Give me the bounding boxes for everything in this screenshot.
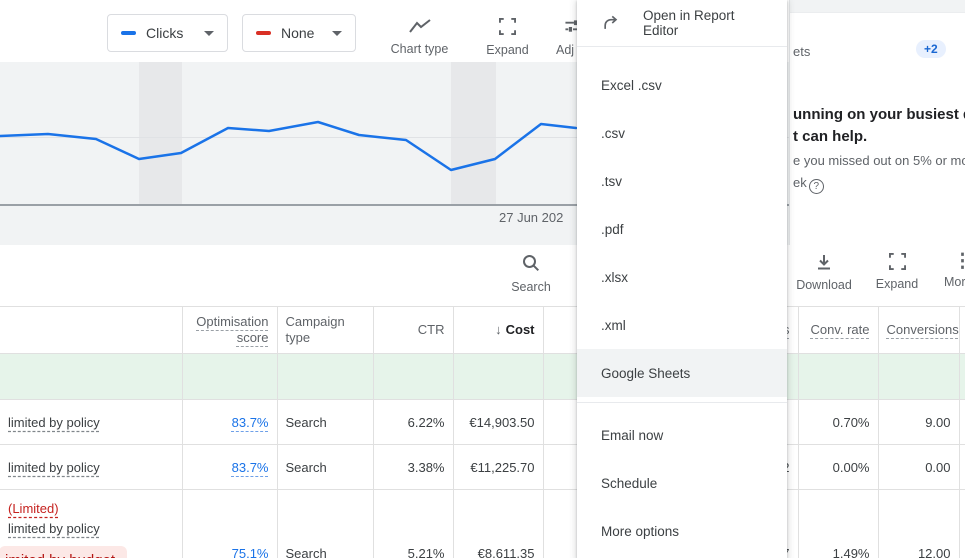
card-headline-line2: t can help. <box>793 128 867 145</box>
menu-item-more-options[interactable]: More options <box>577 507 787 555</box>
header-ctr[interactable]: CTR <box>373 307 453 354</box>
menu-item-csv[interactable]: .csv <box>577 109 787 157</box>
campaigns-table: Optimisation score Campaign type CTR ↓Co… <box>0 306 965 558</box>
chart-expand-label: Expand <box>486 43 528 57</box>
conv-rate-cell: 0.70% <box>798 400 878 445</box>
ctr-cell: 5.21% <box>373 490 453 558</box>
chart-expand-button[interactable]: Expand <box>477 18 538 57</box>
expand-icon <box>889 253 906 270</box>
header-campaign <box>0 307 182 354</box>
policy-status-text[interactable]: limited by policy <box>8 460 100 475</box>
table-expand-label: Expand <box>876 277 918 291</box>
expand-icon <box>499 18 516 35</box>
search-icon <box>521 253 541 273</box>
header-cost-sorted[interactable]: ↓Cost <box>453 307 543 354</box>
header-next-column-sliver <box>959 307 965 354</box>
adjust-label: Adj <box>550 43 574 57</box>
conv-rate-cell: 0.00% <box>798 445 878 490</box>
metric-1-color-swatch <box>121 31 136 35</box>
chevron-down-icon <box>204 31 214 36</box>
x-axis-date-tick: 27 Jun 202 <box>499 210 563 225</box>
totals-row <box>0 354 965 400</box>
campaign-row-3[interactable]: (Limited) limited by policy imited by bu… <box>0 490 965 558</box>
table-search-button[interactable]: Search <box>504 253 558 294</box>
limited-status-text[interactable]: (Limited) <box>8 501 59 516</box>
optimisation-score-link[interactable]: 83.7% <box>232 415 269 430</box>
campaign-type-cell: Search <box>277 400 373 445</box>
download-icon <box>815 253 833 271</box>
table-download-button[interactable]: Download <box>790 253 858 292</box>
menu-item-xlsx[interactable]: .xlsx <box>577 253 787 301</box>
card-body-line2-text: ek <box>793 175 807 190</box>
metric-selector-2[interactable]: None <box>242 14 356 52</box>
policy-status-text[interactable]: limited by policy <box>8 415 100 430</box>
google-ads-campaigns-screen: Clicks None Chart type Expand Adj <box>0 0 965 558</box>
header-campaign-type[interactable]: Campaign type <box>277 307 373 354</box>
open-in-report-editor-arrow-icon <box>601 13 621 33</box>
table-more-button[interactable]: ⋮ Mor <box>944 253 965 289</box>
conv-rate-cell: 1.49% <box>798 490 878 558</box>
cost-cell: €11,225.70 <box>453 445 543 490</box>
header-optimisation-score[interactable]: Optimisation score <box>182 307 277 354</box>
header-conversions[interactable]: Conversions <box>878 307 959 354</box>
menu-item-tsv[interactable]: .tsv <box>577 157 787 205</box>
cost-cell: €14,903.50 <box>453 400 543 445</box>
chart-type-button[interactable]: Chart type <box>384 18 455 56</box>
policy-status-text[interactable]: limited by policy <box>8 521 100 536</box>
campaign-type-cell: Search <box>277 490 373 558</box>
help-icon[interactable]: ? <box>809 179 824 194</box>
header-conv-rate[interactable]: Conv. rate <box>798 307 878 354</box>
menu-item-schedule[interactable]: Schedule <box>577 459 787 507</box>
metric-selector-1[interactable]: Clicks <box>107 14 228 52</box>
metric-2-label: None <box>281 25 314 41</box>
card-top-strip <box>790 0 965 13</box>
more-count-badge[interactable]: +2 <box>916 40 946 58</box>
ctr-cell: 6.22% <box>373 400 453 445</box>
menu-item-email-now[interactable]: Email now <box>577 411 787 459</box>
conversions-cell: 0.00 <box>878 445 959 490</box>
card-title-fragment: ets <box>793 44 810 59</box>
menu-item-xml[interactable]: .xml <box>577 301 787 349</box>
table-more-label: Mor <box>944 275 965 289</box>
recommendations-card: ets +2 unning on your busiest day t can … <box>789 0 965 245</box>
limited-by-budget-badge[interactable]: imited by budget <box>0 546 127 558</box>
metric-1-label: Clicks <box>146 25 183 41</box>
menu-item-excel-csv[interactable]: Excel .csv <box>577 61 787 109</box>
metric-2-color-swatch <box>256 31 271 35</box>
menu-item-google-sheets[interactable]: Google Sheets <box>577 349 787 397</box>
chart-type-label: Chart type <box>391 42 449 56</box>
campaign-row-2[interactable]: limited by policy 83.7% Search 3.38% €11… <box>0 445 965 490</box>
download-menu: Open in Report Editor Excel .csv .csv .t… <box>577 0 787 558</box>
ctr-cell: 3.38% <box>373 445 453 490</box>
table-header-row: Optimisation score Campaign type CTR ↓Co… <box>0 307 965 354</box>
sort-descending-icon: ↓ <box>495 322 502 337</box>
menu-item-open-report-editor[interactable]: Open in Report Editor <box>577 0 787 46</box>
optimisation-score-link[interactable]: 83.7% <box>232 460 269 475</box>
campaign-row-1[interactable]: limited by policy 83.7% Search 6.22% €14… <box>0 400 965 445</box>
kebab-menu-icon: ⋮ <box>953 253 965 271</box>
menu-item-pdf[interactable]: .pdf <box>577 205 787 253</box>
conversions-cell: 9.00 <box>878 400 959 445</box>
card-body-line2: ek? <box>793 175 824 194</box>
table-expand-button[interactable]: Expand <box>867 253 927 291</box>
conversions-cell: 12.00 <box>878 490 959 558</box>
card-body-line1: e you missed out on 5% or more <box>793 153 965 168</box>
cost-cell: €8,611.35 <box>453 490 543 558</box>
search-label: Search <box>511 280 551 294</box>
line-chart-icon <box>408 18 432 34</box>
optimisation-score-link[interactable]: 75.1% <box>232 546 269 558</box>
chevron-down-icon <box>332 31 342 36</box>
clicks-series-line <box>0 122 576 170</box>
campaign-type-cell: Search <box>277 445 373 490</box>
card-headline-line1: unning on your busiest day <box>793 106 965 123</box>
download-label: Download <box>796 278 852 292</box>
